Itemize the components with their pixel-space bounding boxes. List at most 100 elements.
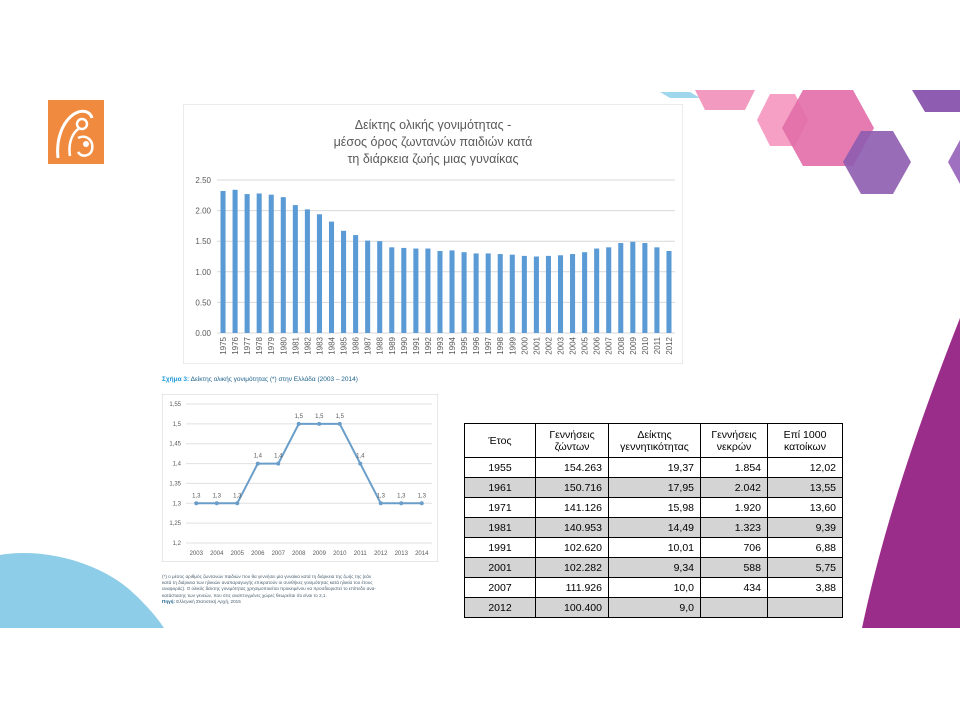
table-cell: 102.282 (535, 557, 609, 578)
bar (509, 254, 515, 333)
mother-child-icon (56, 109, 94, 159)
chart-background (162, 394, 438, 562)
table-row: 1971 141.126 15,98 1.920 13,60 (464, 497, 843, 518)
bar (642, 243, 648, 333)
table-cell: 12,02 (767, 457, 843, 478)
x-tick-label: 2011 (653, 336, 662, 354)
x-tick-label: 1985 (340, 336, 349, 354)
bar (268, 194, 274, 333)
y-tick-label: 1,2 (173, 541, 182, 547)
x-tick-label: 2013 (395, 551, 409, 557)
table-cell: 141.126 (535, 497, 609, 518)
table-cell: 2012 (464, 597, 536, 618)
bar (630, 241, 636, 333)
caption-text: Δείκτης ολικής γονιμότητας (*) στην Ελλά… (190, 376, 358, 383)
table-cell: 154.263 (535, 457, 609, 478)
purple-hexagon-decoration (912, 90, 960, 112)
x-tick-label: 1978 (255, 336, 264, 354)
bar (521, 255, 527, 333)
x-tick-label: 2014 (415, 551, 429, 557)
chart2-caption: Σχήμα 3: Δείκτης ολικής γονιμότητας (*) … (162, 376, 358, 383)
chart-title-line: μέσος όρος ζωντανών παιδιών κατά (334, 135, 533, 149)
x-tick-label: 2011 (354, 551, 368, 557)
table-cell: 1981 (464, 517, 536, 538)
y-tick-label: 1,25 (169, 521, 181, 527)
table-cell: 1955 (464, 457, 536, 478)
table-cell: 434 (700, 577, 768, 598)
x-tick-label: 1988 (376, 336, 385, 354)
table-cell: 2.042 (700, 477, 768, 498)
table-cell: 9,39 (767, 517, 843, 538)
data-label: 1,5 (336, 414, 345, 420)
chart-background (183, 104, 683, 364)
x-tick-label: 1997 (484, 336, 493, 354)
data-label: 1,3 (397, 493, 406, 499)
table-body: 1955 154.263 19,37 1.854 12,02 1961 150.716 17,… (464, 457, 843, 618)
bar (389, 247, 395, 333)
x-tick-label: 2010 (333, 551, 347, 557)
bar (666, 250, 672, 333)
bar (377, 241, 383, 333)
bar (365, 240, 371, 333)
purple-ribbon-decoration (862, 318, 960, 628)
x-tick-label: 2000 (520, 336, 529, 354)
table-cell: 3,88 (767, 577, 843, 598)
column-header: Επί 1000 κατοίκων (767, 423, 843, 458)
bar (328, 221, 335, 333)
table-row: 1981 140.953 14,49 1.323 9,39 (464, 517, 843, 538)
x-tick-label: 2010 (641, 336, 650, 354)
data-point (276, 461, 281, 466)
x-tick-label: 1993 (436, 336, 445, 354)
bar (533, 256, 539, 333)
y-tick-label: 0.50 (195, 298, 211, 307)
data-point (214, 501, 219, 506)
bar (232, 189, 238, 333)
data-label: 1,5 (315, 414, 324, 420)
x-tick-label: 1980 (279, 336, 288, 354)
light-blue-hexagon-decoration (660, 92, 700, 98)
x-tick-label: 2006 (593, 336, 602, 354)
table-cell: 1.854 (700, 457, 768, 478)
data-point (296, 421, 301, 426)
x-tick-label: 2003 (557, 336, 566, 354)
table-row: 2007 111.926 10,0 434 3,88 (464, 577, 843, 598)
table-cell: 2007 (464, 577, 536, 598)
table-cell: 1.920 (700, 497, 768, 518)
data-point (255, 461, 260, 466)
source-text: Ελληνική Στατιστική Αρχή, 2015 (176, 598, 241, 604)
bar (461, 252, 467, 333)
column-header: Δείκτης γεννητικότητας (608, 423, 701, 458)
column-header: Γεννήσεις ζώντων (535, 423, 609, 458)
table-row: 2001 102.282 9,34 588 5,75 (464, 557, 843, 578)
table-cell: 100.400 (535, 597, 609, 618)
bar (341, 230, 347, 333)
data-label: 1,4 (254, 454, 263, 460)
x-tick-label: 1998 (496, 336, 505, 354)
table-cell: 150.716 (535, 477, 609, 498)
table-cell: 6,88 (767, 537, 843, 558)
series-line (196, 422, 422, 505)
x-tick-label: 2009 (313, 551, 327, 557)
data-label: 1,3 (418, 493, 427, 499)
x-tick-label: 1989 (388, 336, 397, 354)
footnote-line: αναφοράς). Ο ολικός δείκτης γονιμότητας … (162, 586, 376, 592)
bar (449, 250, 455, 333)
x-tick-label: 1987 (364, 336, 373, 354)
bar (545, 255, 551, 333)
table-cell: 140.953 (535, 517, 609, 538)
bar (244, 194, 250, 333)
bar (280, 197, 286, 333)
logo (48, 100, 104, 164)
table-cell: 9,0 (608, 597, 701, 618)
data-label: 1,4 (356, 454, 365, 460)
footnote-line: (*) ο μέσος αριθμός ζωντανών παιδιών που… (162, 574, 372, 579)
x-tick-label: 1996 (472, 336, 481, 354)
y-tick-label: 1,5 (173, 422, 182, 428)
footnote-line: κατά τη διάρκεια των ηλικιών αναπαραγωγή… (162, 580, 373, 586)
table-cell: 1.323 (700, 517, 768, 538)
footnote-line: κατάστασης των γενεών, που στις αναπτυγμ… (162, 592, 327, 598)
bar (292, 205, 298, 333)
y-tick-label: 1,3 (173, 501, 182, 507)
source-label: Πηγή: (162, 598, 176, 604)
